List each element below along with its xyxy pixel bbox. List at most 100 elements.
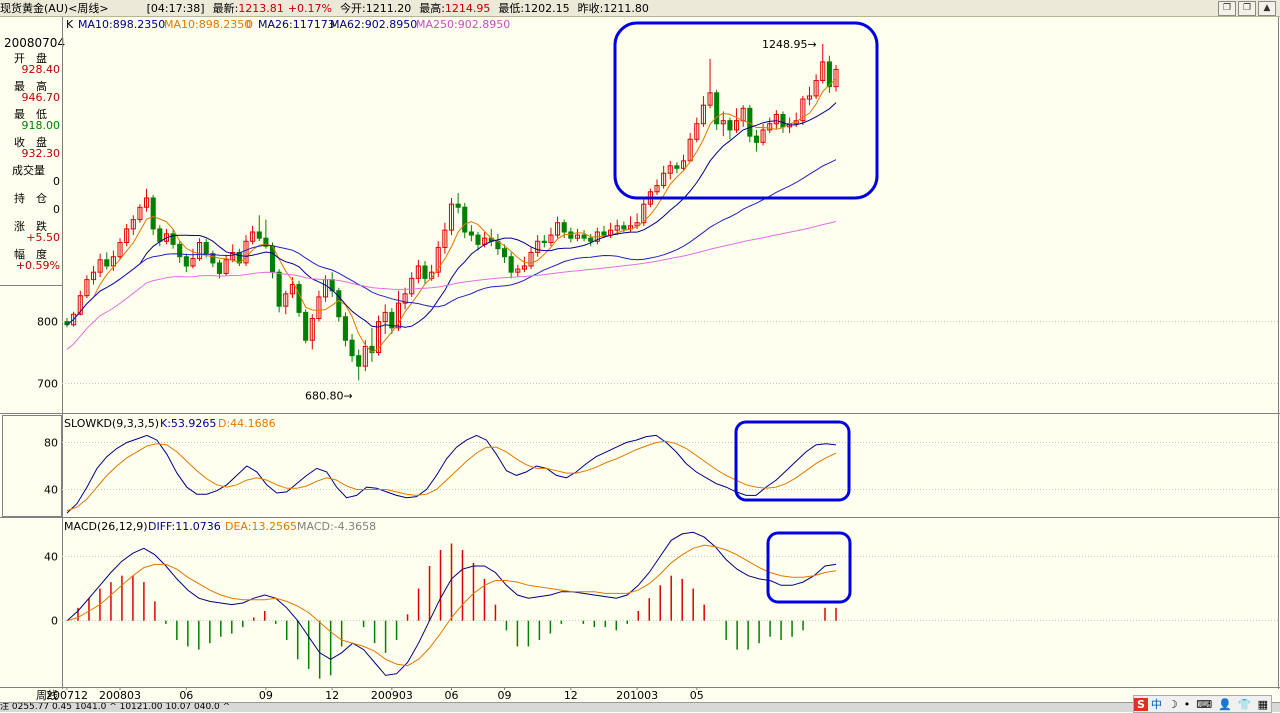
candle [707,58,713,109]
latest-quote: 最新:1213.81 +0.17% [212,2,332,15]
info-date: 20080704 [4,36,66,50]
ime-toolbar[interactable]: S 中 ☽ • ⌨ 👤 👕 ▦ [1132,695,1272,713]
candle [309,314,315,350]
candle [137,204,143,223]
user-icon[interactable]: 👤 [1218,697,1232,711]
candle [422,261,428,285]
candle [462,202,468,239]
info-low-label: 最 低 [14,108,47,121]
scroll-up-button[interactable]: ▲ [1258,1,1276,16]
candle [276,269,282,313]
x-axis-ticks: 200712 200803 06 09 12 200903 06 09 12 201003 05 [46,687,704,702]
candle [753,129,760,152]
candle-body [588,237,594,242]
legend-ma250: MA250:902.8950 [416,18,510,31]
candle-body [150,197,156,230]
candle-body [806,95,813,100]
candle [555,216,561,239]
x-tick-label: 09 [259,689,273,702]
kd-d-line [66,440,837,512]
candle [468,225,474,242]
candle [415,259,421,284]
toolbox-icon[interactable]: ▦ [1257,697,1268,711]
candle [124,223,130,247]
candle-body [568,231,574,239]
candle-body [674,165,680,169]
candle [448,197,455,236]
legend-k: K [66,18,74,31]
candle-body [548,234,554,244]
candle [197,238,203,262]
x-tick-label: 06 [445,689,459,702]
tile-button[interactable]: ❐ [1238,1,1256,16]
chart-area[interactable]: K MA10:898.2350 MA10:898.2350 0 MA26:117… [0,17,1280,702]
candle-body [813,79,819,97]
candle-body [395,302,402,329]
macd-tick-label: 0 [51,615,58,628]
moon-icon[interactable]: ☽ [1167,697,1178,711]
macd-indicator [66,531,837,679]
candle-body [77,295,83,315]
highlight-boxes [613,21,879,604]
macd-legend-name: MACD(26,12,9) [64,520,148,533]
candle [84,275,90,299]
ime-logo-icon[interactable]: S [1133,697,1148,711]
keyboard-icon[interactable]: ⌨ [1196,697,1213,711]
candle-body [661,172,667,187]
x-tick-label: 12 [325,689,339,702]
candle [236,248,242,266]
candle-body [177,243,183,258]
candle [97,253,103,278]
restore-button[interactable]: ❐ [1218,1,1236,16]
candle-body [581,234,587,239]
macd-legend-diff: DIFF:11.0736 [148,520,221,533]
info-open-value: 928.40 [21,63,61,76]
info-open-label: 开 盘 [14,52,47,65]
kd-tick-label: 80 [44,437,58,450]
ime-lang-toggle[interactable]: 中 [1150,698,1162,711]
candle [64,317,70,328]
candle-body [535,240,541,253]
candle-body [170,233,176,245]
x-tick-label: 09 [498,689,512,702]
kd-legend-d: D:44.1686 [218,417,276,430]
info-volume-value: 0 [53,175,60,188]
candle-body [720,120,726,125]
info-panel: 20080704 开 盘 928.40 最 高 946.70 最 低 918.0… [0,17,65,687]
candle-body [269,245,276,273]
highlight-box-price [613,21,879,200]
candle [541,235,547,248]
candle [667,160,673,180]
legend-ma10: MA10:898.2350 [78,18,165,31]
candle-body [760,129,766,143]
candle [727,117,733,140]
candle [117,238,123,260]
info-change-value: +5.50 [26,231,60,244]
candle [435,241,441,278]
skin-icon[interactable]: 👕 [1237,697,1252,711]
candle-body [727,120,733,131]
candle-body [707,92,713,106]
candle-body [442,229,448,248]
candle-body [376,321,382,354]
candle-body [382,311,388,323]
punct-icon[interactable]: • [1183,697,1191,711]
candlestick-series [64,44,839,381]
candle [150,194,156,236]
candle [296,280,302,317]
info-low-value: 918.00 [21,119,61,132]
candle-body [256,231,262,239]
candle [661,165,667,189]
candle [402,287,408,310]
candle-body [667,165,673,174]
status-bar: 注 0255.77 0.45 1041.0 ^ 10121.00 10.07 0… [0,702,1280,712]
candle-body [680,160,687,169]
x-tick-label: 201003 [616,689,658,702]
candle-body [694,123,700,140]
candle-body [203,242,209,255]
candle-body [97,259,103,273]
candle-body [555,222,561,236]
chart-frame [0,17,1280,689]
candle-body [336,290,342,318]
candle-body [767,123,773,131]
